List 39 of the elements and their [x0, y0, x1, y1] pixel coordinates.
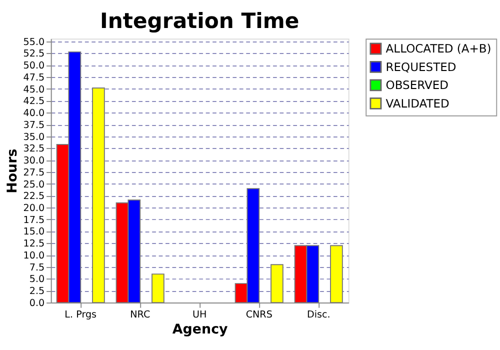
x-tick-label: NRC	[130, 309, 150, 320]
y-tick-label: 25.0	[23, 179, 45, 190]
y-tick-label: 22.5	[23, 191, 45, 202]
legend-label: REQUESTED	[386, 60, 456, 74]
y-tick-label: 2.5	[29, 286, 45, 298]
chart-title: Integration Time	[100, 8, 300, 34]
y-tick-label: 45.0	[23, 84, 45, 96]
legend-label: OBSERVED	[386, 78, 449, 92]
y-tick-label: 17.5	[23, 214, 45, 226]
x-tick-label: UH	[192, 309, 207, 320]
y-tick-label: 35.0	[23, 132, 45, 143]
y-tick-label: 20.0	[23, 202, 45, 214]
bar	[330, 245, 343, 304]
y-tick-label: 7.5	[29, 262, 45, 274]
y-tick-label: 12.5	[23, 238, 45, 250]
y-tick-label: 0.0	[29, 298, 45, 309]
y-tick-label: 37.5	[23, 120, 45, 131]
y-tick-label: 10.0	[23, 250, 45, 262]
bar	[270, 264, 284, 304]
legend-label: ALLOCATED (A+B)	[386, 42, 492, 56]
x-tick-label: L. Prgs	[64, 309, 97, 320]
y-tick-label: 50.0	[23, 60, 45, 72]
y-tick-label: 30.0	[23, 156, 45, 167]
y-tick-label: 5.0	[29, 274, 45, 286]
y-axis-title: Hours	[6, 148, 21, 194]
x-axis-title: Agency	[172, 322, 228, 338]
x-tick-label: Disc.	[306, 309, 330, 320]
legend-label: VALIDATED	[386, 96, 450, 110]
y-tick-label: 47.5	[23, 72, 45, 84]
y-tick-label: 55.0	[23, 36, 45, 48]
y-tick-label: 40.0	[23, 108, 45, 120]
y-tick-label: 52.5	[23, 48, 45, 60]
bar	[152, 274, 164, 304]
bar	[92, 88, 105, 304]
y-tick-label: 32.5	[23, 144, 45, 155]
x-tick-label: CNRS	[246, 309, 272, 320]
y-tick-label: 42.5	[23, 96, 45, 108]
y-tick-label: 27.5	[23, 167, 45, 178]
y-tick-label: 15.0	[23, 226, 45, 238]
